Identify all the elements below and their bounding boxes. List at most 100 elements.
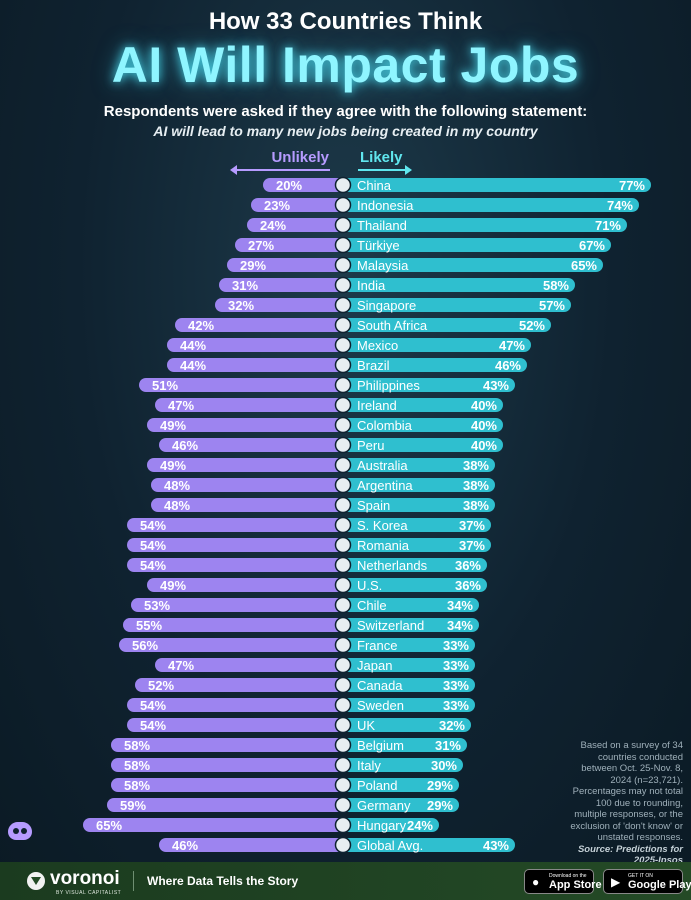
hungary-flag-icon — [334, 816, 352, 834]
netherlands-flag-icon — [334, 556, 352, 574]
country-label: Indonesia — [357, 198, 414, 213]
bar-unlikely — [139, 378, 347, 392]
label-unlikely: 49% — [160, 418, 186, 433]
bar-unlikely — [263, 178, 347, 192]
bar-unlikely — [111, 778, 347, 792]
label-unlikely: 58% — [124, 758, 150, 773]
belgium-flag-icon — [334, 736, 352, 754]
country-label: Argentina — [357, 478, 413, 493]
legend-unlikely: Unlikely — [271, 149, 329, 166]
bar-unlikely — [107, 798, 347, 812]
country-label: Peru — [357, 438, 384, 453]
bar-unlikely — [119, 638, 347, 652]
colombia-flag-icon — [334, 416, 352, 434]
bar-likely — [339, 698, 475, 712]
bar-unlikely — [215, 298, 347, 312]
footer-divider — [133, 871, 134, 891]
chart-row: 49% U.S. 36% — [147, 576, 487, 594]
bar-unlikely — [83, 818, 347, 832]
country-label: UK — [357, 718, 375, 733]
canada-flag-icon — [334, 676, 352, 694]
chart-row: 24% Thailand 71% — [247, 216, 627, 234]
chart-row: 58% Italy 30% — [111, 756, 463, 774]
chart-row: 49% Colombia 40% — [147, 416, 503, 434]
bar-likely — [339, 738, 467, 752]
country-label: Thailand — [357, 218, 407, 233]
chart-row: 48% Argentina 38% — [151, 476, 495, 494]
label-likely: 24% — [407, 818, 433, 833]
country-label: Spain — [357, 498, 390, 513]
label-likely: 33% — [443, 698, 469, 713]
country-label: Türkiye — [357, 238, 400, 253]
bar-likely — [339, 438, 503, 452]
arrow-right-icon — [358, 165, 412, 175]
country-label: Singapore — [357, 298, 416, 313]
label-likely: 43% — [483, 378, 509, 393]
arrow-left-icon — [230, 165, 330, 175]
chart-row: 65% Hungary 24% — [83, 816, 439, 834]
label-unlikely: 23% — [264, 198, 290, 213]
label-unlikely: 44% — [180, 358, 206, 373]
chart-row: 49% Australia 38% — [147, 456, 495, 474]
chart-row: 32% Singapore 57% — [215, 296, 571, 314]
chart-row: 55% Switzerland 34% — [123, 616, 479, 634]
chart-row: 31% India 58% — [219, 276, 575, 294]
bar-likely — [339, 838, 515, 852]
footnote-text: Based on a survey of 34 countries conduc… — [570, 740, 683, 843]
chart-row: 54% Romania 37% — [127, 536, 491, 554]
bar-unlikely — [251, 198, 347, 212]
bar-unlikely — [227, 258, 347, 272]
bar-likely — [339, 818, 439, 832]
label-unlikely: 47% — [168, 398, 194, 413]
bar-unlikely — [219, 278, 347, 292]
bar-likely — [339, 258, 603, 272]
poland-flag-icon — [334, 776, 352, 794]
label-likely: 38% — [463, 498, 489, 513]
bar-likely — [339, 518, 491, 532]
google-play-button[interactable]: ▶ GET IT ON Google Play — [603, 869, 691, 894]
philippines-flag-icon — [334, 376, 352, 394]
peru-flag-icon — [334, 436, 352, 454]
chart-row: 47% Ireland 40% — [155, 396, 503, 414]
label-likely: 67% — [579, 238, 605, 253]
app-store-button[interactable]: ● Download on the App Store — [524, 869, 602, 894]
bar-unlikely — [147, 458, 347, 472]
chart-row: 20% China 77% — [263, 176, 651, 194]
label-likely: 32% — [439, 718, 465, 733]
label-unlikely: 56% — [132, 638, 158, 653]
label-likely: 40% — [471, 398, 497, 413]
label-unlikely: 59% — [120, 798, 146, 813]
bar-likely — [339, 498, 495, 512]
label-likely: 36% — [455, 558, 481, 573]
chart-row: 42% South Africa 52% — [175, 316, 551, 334]
bar-likely — [339, 458, 495, 472]
bar-unlikely — [127, 538, 347, 552]
country-label: Sweden — [357, 698, 404, 713]
bar-unlikely — [155, 658, 347, 672]
label-likely: 33% — [443, 678, 469, 693]
india-flag-icon — [334, 276, 352, 294]
south-korea-flag-icon — [334, 516, 352, 534]
chart-row: 54% S. Korea 37% — [127, 516, 491, 534]
label-likely: 40% — [471, 438, 497, 453]
globe-icon — [334, 836, 352, 854]
chart-row: 59% Germany 29% — [107, 796, 459, 814]
country-label: Italy — [357, 758, 381, 773]
label-likely: 43% — [483, 838, 509, 853]
label-likely: 65% — [571, 258, 597, 273]
label-likely: 34% — [447, 598, 473, 613]
country-label: Romania — [357, 538, 410, 553]
voronoi-logo-icon — [27, 872, 45, 890]
bar-likely — [339, 418, 503, 432]
bar-likely — [339, 478, 495, 492]
label-unlikely: 42% — [188, 318, 214, 333]
bar-likely — [339, 758, 463, 772]
chart-row: 44% Mexico 47% — [167, 336, 531, 354]
bar-unlikely — [127, 558, 347, 572]
bar-likely — [339, 638, 475, 652]
bar-likely — [339, 238, 611, 252]
chart-row: 48% Spain 38% — [151, 496, 495, 514]
bar-likely — [339, 798, 459, 812]
bar-likely — [339, 358, 527, 372]
country-label: Switzerland — [357, 618, 424, 633]
